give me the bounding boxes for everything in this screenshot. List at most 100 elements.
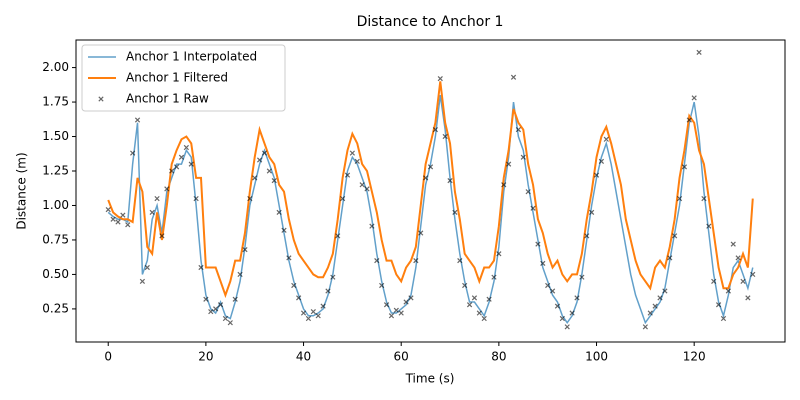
raw-point [154,195,160,202]
raw-point [735,255,741,261]
raw-point [276,209,282,215]
raw-point [354,158,360,164]
x-tick-label: 0 [104,350,112,364]
raw-point [706,223,712,229]
raw-point [178,154,185,160]
raw-point [715,302,722,308]
raw-point [330,274,336,280]
raw-point [232,296,238,302]
raw-point [208,309,214,315]
raw-point [535,241,541,247]
raw-point [422,175,429,181]
plot-area [105,49,756,330]
raw-point [252,175,258,181]
raw-point [149,209,155,215]
plot-frame [75,39,786,343]
raw-point [427,164,434,170]
raw-point [281,227,287,233]
x-tick-label: 40 [296,350,311,364]
raw-point [642,324,648,330]
y-axis-label: Distance (m) [15,152,29,229]
y-tick-label: 1.00 [42,198,69,212]
raw-point [139,278,146,284]
raw-point [227,320,233,326]
raw-point [496,251,502,257]
raw-point [339,195,346,202]
raw-point [652,303,658,309]
raw-point [667,255,673,261]
raw-point [593,172,600,178]
raw-point [452,209,458,215]
raw-point [501,182,507,188]
x-tick-label: 20 [198,350,213,364]
raw-point [169,168,175,174]
raw-point [403,299,409,305]
raw-point [696,49,702,56]
raw-point [530,205,536,211]
raw-point [437,75,443,82]
raw-point [647,310,653,316]
raw-point [750,271,756,278]
y-tick-label: 1.25 [42,164,69,178]
y-tick-label: 1.50 [42,129,69,143]
x-tick-label: 60 [394,350,409,364]
raw-point [540,260,546,267]
raw-point [681,164,688,170]
raw-point [740,278,746,284]
raw-point [393,307,399,313]
raw-point [506,161,512,167]
chart-title: Distance to Anchor 1 [357,14,504,30]
raw-point [432,127,439,133]
raw-point [325,288,331,294]
raw-point [256,157,263,163]
raw-point [110,216,116,222]
series-line [107,81,754,299]
raw-point [457,258,463,264]
raw-point [711,278,717,284]
raw-point [203,296,209,302]
raw-point [315,313,321,319]
raw-point [462,282,468,289]
raw-point [745,295,751,301]
raw-point [515,127,522,133]
raw-point [383,302,390,308]
raw-point [271,178,277,184]
legend-marker [98,96,104,102]
raw-point [579,274,585,280]
legend-label: Anchor 1 Interpolated [126,50,257,64]
raw-point [418,230,424,236]
legend-label: Anchor 1 Raw [126,92,209,106]
raw-point [134,117,141,123]
raw-point [691,95,697,101]
raw-point [222,315,229,322]
raw-point [266,168,272,174]
raw-point [305,315,312,322]
raw-point [344,172,351,178]
raw-point [525,189,531,195]
x-tick-label: 80 [491,350,506,364]
raw-point [130,150,136,156]
raw-point [720,315,727,322]
raw-point [173,164,180,170]
series-line [107,95,754,325]
raw-point [408,295,414,301]
raw-point [730,241,736,247]
raw-point [491,274,497,280]
raw-point [183,144,189,151]
raw-point [125,222,131,228]
raw-point [413,258,419,264]
raw-point [569,310,575,316]
raw-point [447,178,453,184]
raw-point [379,282,385,289]
raw-point [510,74,517,80]
raw-point [584,233,590,239]
raw-point [188,161,194,167]
raw-point [574,295,580,301]
raw-point [115,219,121,225]
y-tick-label: 2.00 [42,60,69,74]
raw-point [476,310,482,316]
raw-point [286,255,292,261]
raw-point [564,324,570,330]
x-tick-label: 120 [683,350,706,364]
